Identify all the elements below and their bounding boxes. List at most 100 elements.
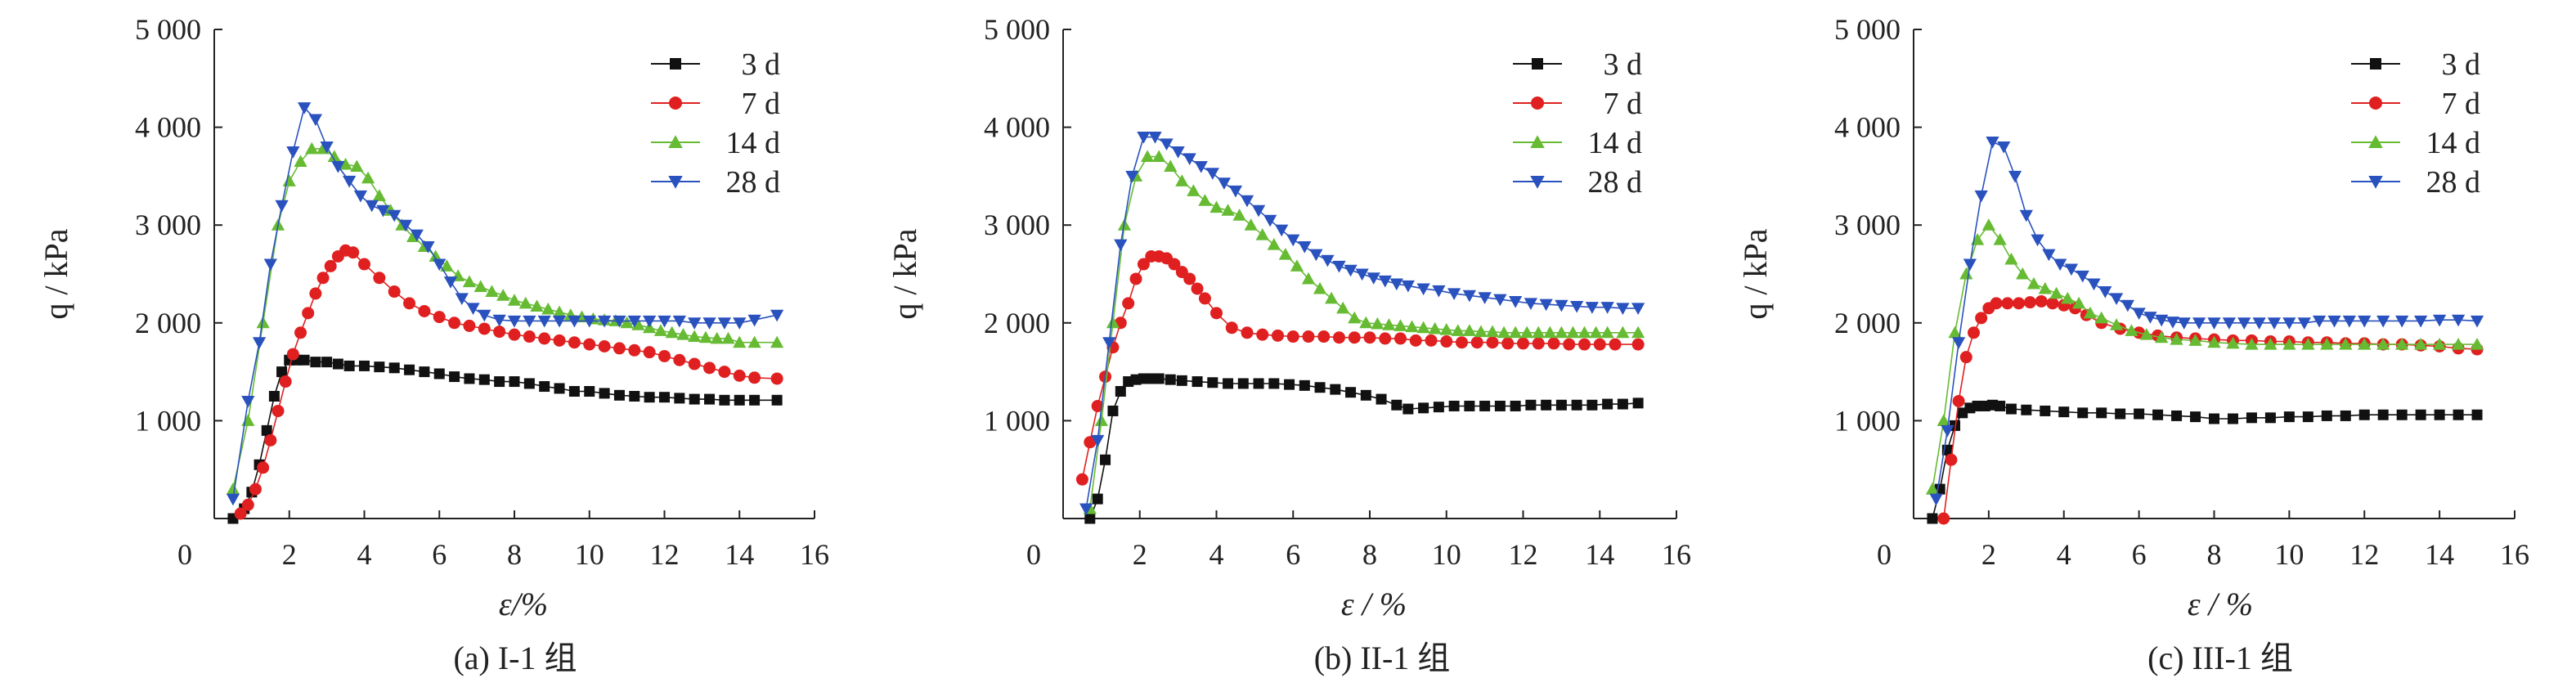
data-point — [1332, 260, 1346, 273]
data-point — [2053, 258, 2067, 272]
legend-label: 14 d — [726, 126, 781, 160]
data-point — [1616, 326, 1630, 339]
series-14-d: 14 d — [1925, 126, 2484, 495]
data-point — [2264, 337, 2278, 350]
data-point — [2115, 408, 2126, 420]
data-point — [613, 315, 626, 328]
x-axis-label: ε/% — [499, 586, 548, 622]
data-point — [1313, 281, 1327, 294]
data-point — [226, 493, 240, 506]
x-tick-label: 6 — [432, 538, 447, 571]
data-point — [388, 285, 401, 299]
data-point — [1325, 291, 1339, 304]
data-point — [643, 315, 657, 328]
data-point — [1232, 209, 1246, 221]
data-point — [620, 316, 634, 329]
data-point — [2042, 249, 2056, 262]
data-point — [2132, 308, 2146, 320]
data-point — [429, 249, 442, 262]
data-point — [2004, 252, 2018, 265]
data-point — [1479, 400, 1491, 411]
data-point — [1416, 283, 1430, 296]
data-point — [2252, 317, 2266, 330]
data-point — [629, 391, 640, 402]
data-point — [1267, 237, 1281, 250]
data-point — [1100, 454, 1111, 465]
data-point — [1532, 326, 1546, 339]
data-point — [689, 393, 700, 405]
data-point — [1268, 378, 1280, 389]
data-point — [433, 368, 445, 379]
data-point — [1183, 153, 1196, 165]
data-point — [583, 338, 596, 351]
data-point — [252, 337, 267, 349]
data-point — [404, 364, 415, 375]
data-point — [1278, 247, 1292, 260]
data-point — [1600, 326, 1614, 339]
panel-caption: (a) I-1 组 — [453, 640, 577, 676]
data-point — [1464, 400, 1475, 411]
data-point — [2188, 334, 2202, 346]
data-point — [2109, 293, 2124, 306]
data-point — [316, 272, 330, 285]
data-point — [1543, 326, 1557, 339]
data-point — [1107, 405, 1119, 416]
data-point — [1225, 321, 1238, 335]
y-tick-label: 5 000 — [1834, 13, 1901, 46]
data-point — [2171, 410, 2183, 421]
data-point — [1228, 185, 1243, 198]
data-point — [1532, 337, 1545, 350]
data-point — [373, 272, 386, 285]
series-line — [1085, 136, 1639, 510]
data-point — [2087, 278, 2101, 291]
data-point — [2109, 318, 2124, 330]
data-point — [1631, 338, 1645, 351]
data-point — [419, 366, 430, 378]
series-14-d: 14 d — [1083, 126, 1645, 514]
data-point — [1333, 331, 1345, 344]
data-point — [2339, 337, 2353, 350]
data-point — [361, 171, 375, 184]
data-point — [734, 394, 745, 406]
data-point — [1945, 453, 1958, 466]
data-point — [1094, 414, 1108, 426]
data-point — [2192, 317, 2206, 330]
data-point — [294, 326, 307, 339]
data-point — [1209, 200, 1223, 213]
data-point — [1563, 338, 1576, 351]
y-tick-label: 4 000 — [1834, 111, 1901, 144]
data-point — [747, 314, 761, 327]
data-point — [302, 307, 315, 320]
data-point — [2395, 337, 2409, 350]
data-point — [2297, 317, 2311, 330]
data-point — [2342, 315, 2356, 328]
data-point — [1941, 424, 1954, 438]
data-point — [2358, 409, 2370, 420]
data-point — [1520, 326, 1534, 339]
y-tick-label: 3 000 — [1834, 209, 1901, 241]
x-tick-label: 6 — [2132, 538, 2147, 571]
data-point — [1382, 318, 1396, 330]
data-point — [710, 331, 724, 344]
data-point — [1125, 170, 1139, 183]
series-3-d: 3 d — [227, 47, 783, 524]
data-point — [1191, 282, 1204, 295]
data-point — [1165, 374, 1176, 385]
data-point — [717, 317, 732, 330]
data-point — [2340, 410, 2351, 421]
data-point — [2222, 317, 2236, 330]
data-point — [1371, 317, 1384, 330]
data-point — [2170, 333, 2183, 345]
data-point — [1210, 307, 1223, 320]
data-point — [1416, 321, 1430, 334]
data-point — [1425, 334, 1438, 347]
data-point — [1379, 332, 1392, 345]
data-point — [523, 378, 535, 389]
legend-label: 14 d — [1588, 126, 1643, 160]
data-point — [2019, 209, 2033, 222]
data-point — [2001, 297, 2014, 310]
data-point — [568, 336, 581, 349]
series-3-d: 3 d — [1927, 47, 2483, 524]
data-point — [1241, 326, 1254, 339]
